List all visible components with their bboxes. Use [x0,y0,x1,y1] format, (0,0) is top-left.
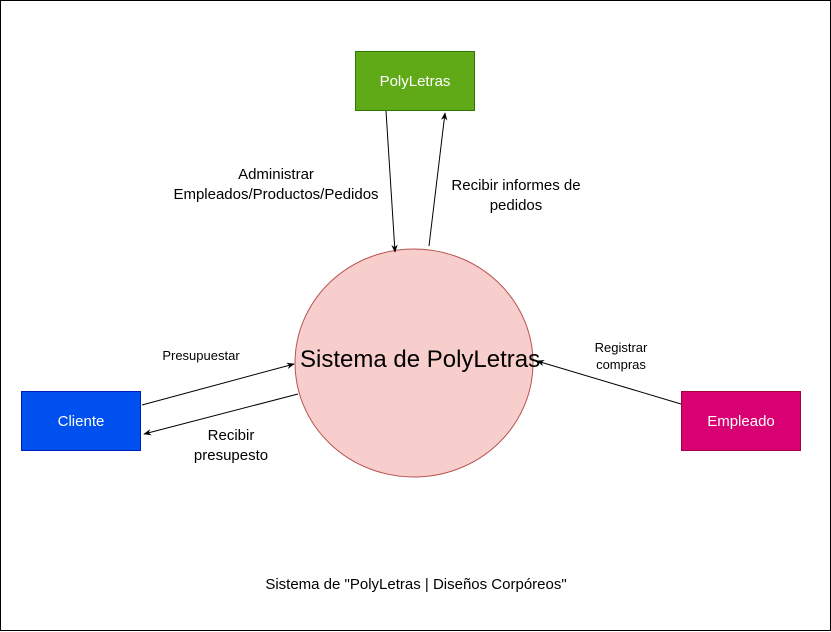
edge-label-registrar-compras-line1: Registrar [594,340,648,355]
edge-presupuestar [141,362,295,406]
empleado-node[interactable]: Empleado [681,391,801,451]
edge-label-recibir-informes-line1: Recibir informes de [451,177,581,194]
edge-label-recibir-informes: Recibir informes de pedidos [431,176,601,216]
edge-label-presupuestar: Presupuestar [141,347,261,364]
cliente-node[interactable]: Cliente [21,391,141,451]
edge-label-registrar-compras-line2: compras [596,357,646,373]
edge-label-recibir-presupuesto: Recibir presupesto [171,426,291,466]
empleado-node-label: Empleado [707,412,775,430]
polyletras-node[interactable]: PolyLetras [355,51,475,111]
edge-label-administrar: Administrar Empleados/Productos/Pedidos [156,165,396,205]
edge-registrar-compras [536,359,682,405]
diagram-caption: Sistema de "PolyLetras | Diseños Corpóre… [265,576,567,593]
edge-label-recibir-informes-line2: pedidos [489,196,543,214]
polyletras-node-label: PolyLetras [379,72,451,90]
edge-recibir-presupuesto [143,393,299,436]
edge-label-registrar-compras: Registrar compras [571,339,671,373]
sistema-node-label: Sistema de PolyLetras [300,346,541,373]
edge-administrar [385,110,398,253]
edge-label-recibir-presupuesto-line1: Recibir [207,427,255,444]
edge-label-presupuestar-text: Presupuestar [162,348,240,363]
edge-label-administrar-line2: Empleados/Productos/Pedidos [173,185,379,203]
edge-label-administrar-line1: Administrar [238,166,314,183]
cliente-node-label: Cliente [57,412,105,430]
edge-label-recibir-presupuesto-line2: presupesto [193,446,269,464]
edge-recibir-informes [428,112,448,247]
sistema-circle [294,248,534,478]
